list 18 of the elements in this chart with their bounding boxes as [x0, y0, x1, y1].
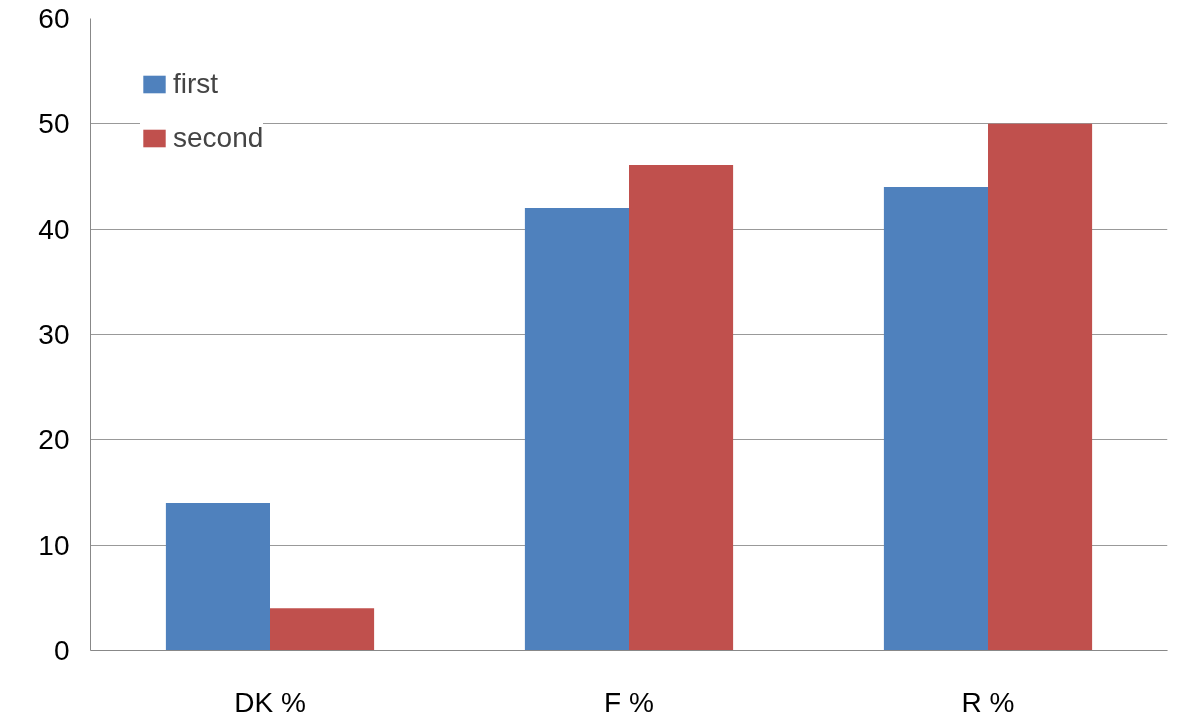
legend-label: second	[173, 122, 264, 154]
bar	[524, 208, 629, 651]
y-tick-label: 40	[38, 213, 70, 245]
x-tick-label: F %	[604, 686, 654, 718]
bar	[883, 187, 988, 651]
x-tick-label: DK %	[234, 686, 306, 718]
bar	[165, 503, 270, 651]
y-tick-label: 20	[38, 424, 70, 456]
bar	[270, 608, 375, 651]
y-tick-label: 60	[38, 3, 70, 34]
y-tick-label: 0	[53, 635, 70, 666]
y-tick-label: 50	[38, 108, 70, 140]
y-tick-label: 10	[38, 529, 70, 561]
y-tick-label: 30	[38, 319, 70, 350]
legend-label: first	[173, 68, 219, 100]
x-tick-label: R %	[961, 686, 1015, 718]
bar	[988, 123, 1093, 651]
bar	[629, 164, 734, 651]
